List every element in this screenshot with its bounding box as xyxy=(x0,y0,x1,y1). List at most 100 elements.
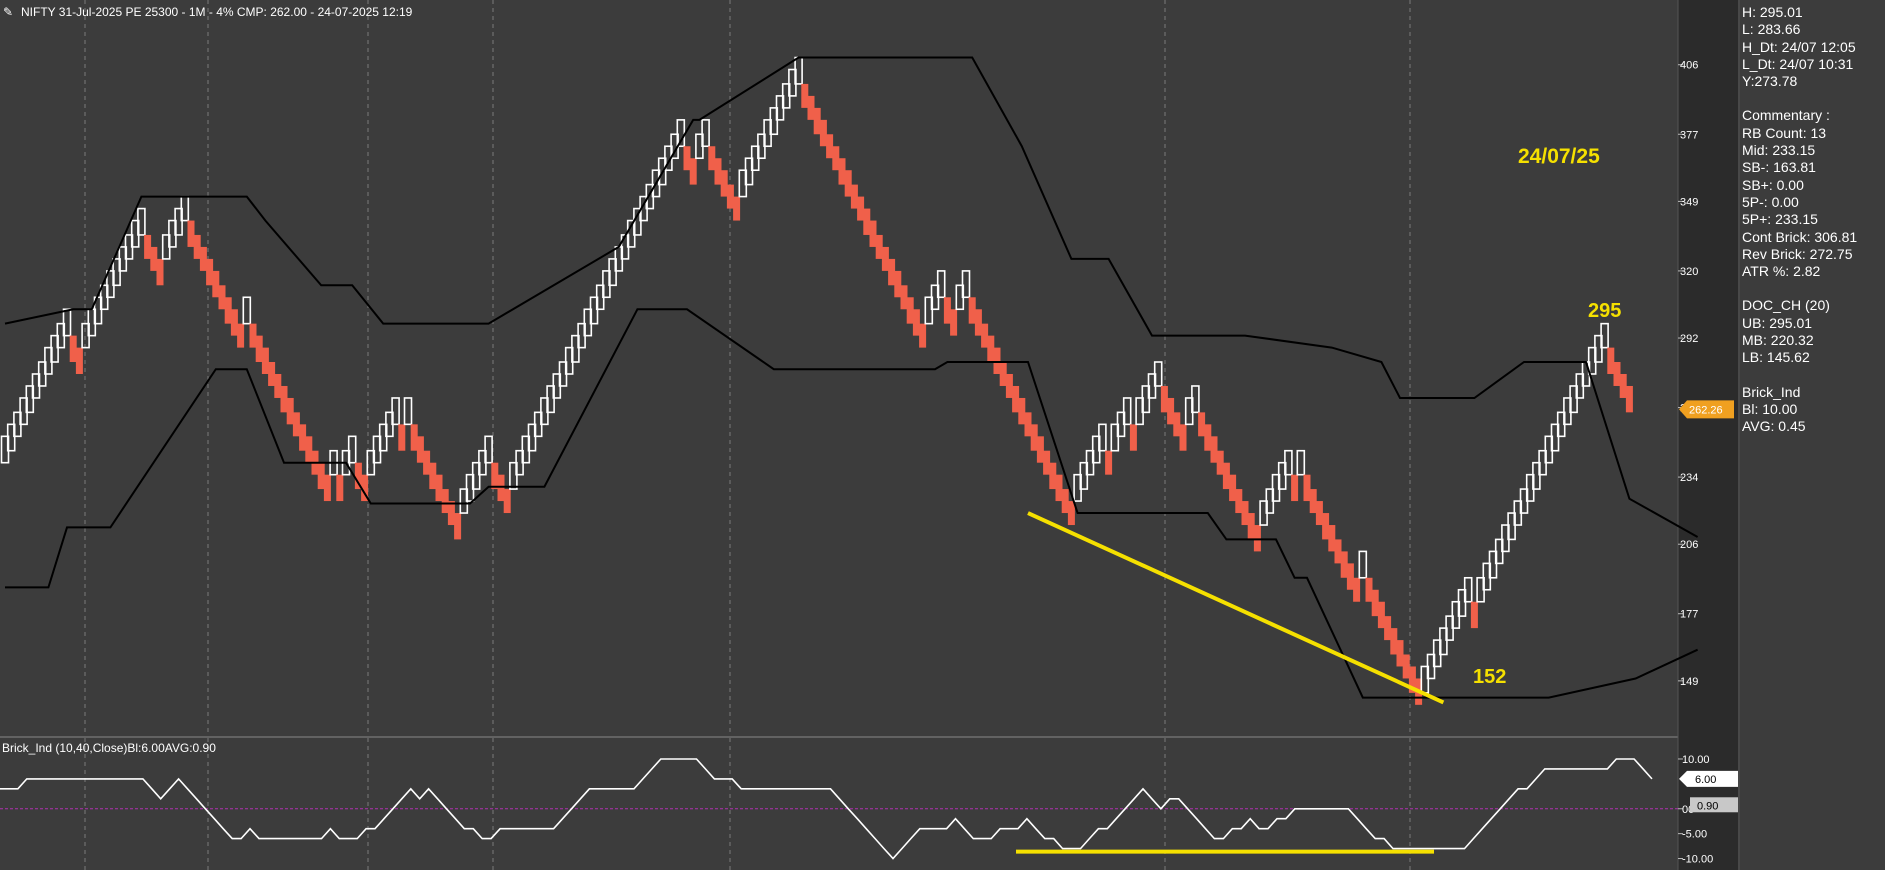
renko-brick-up xyxy=(788,68,797,97)
renko-brick-down xyxy=(193,234,201,259)
renko-brick-down xyxy=(1030,424,1038,451)
annotation-date: 24/07/25 xyxy=(1518,145,1600,168)
renko-brick-down xyxy=(1222,462,1230,490)
indicator-tag-bl-shape xyxy=(1679,770,1738,787)
indicator-tag-avg-shape xyxy=(1690,797,1738,813)
renko-brick-down xyxy=(844,170,852,197)
doc-ch-block: DOC_CH (20) UB: 295.01 MB: 220.32 LB: 14… xyxy=(1742,297,1882,366)
chart-header: ✎ NIFTY 31-Jul-2025 PE 25300 - 1M - 4% C… xyxy=(3,5,413,19)
renko-brick-up xyxy=(1544,435,1554,464)
brick-ind-block: Brick_Ind Bl: 10.00 AVG: 0.45 xyxy=(1742,384,1882,436)
info-low-date: L_Dt: 24/07 10:31 xyxy=(1742,55,1854,72)
renko-brick-down xyxy=(1129,424,1137,451)
indicator-tag-avg: 0.90 xyxy=(1697,800,1718,812)
renko-brick-down xyxy=(503,489,511,514)
renko-brick-up xyxy=(936,270,946,299)
renko-brick-down xyxy=(212,270,220,298)
renko-brick-up xyxy=(1098,423,1107,452)
renko-brick-up xyxy=(1271,473,1281,502)
renko-brick-down xyxy=(206,258,214,286)
renko-brick-down xyxy=(1216,450,1224,475)
renko-brick-down xyxy=(819,119,827,147)
renko-brick-up xyxy=(112,258,121,287)
renko-brick-up xyxy=(174,207,183,236)
renko-brick-down xyxy=(1049,462,1057,490)
renko-brick-down xyxy=(1315,501,1323,526)
renko-brick-up xyxy=(1284,449,1293,476)
renko-brick-down xyxy=(683,146,691,171)
renko-brick-up xyxy=(701,119,710,148)
renko-brick-down xyxy=(237,323,245,348)
renko-brick-down xyxy=(863,208,871,235)
brick-ind-title: Brick_Ind xyxy=(1742,383,1801,400)
renko-brick-up xyxy=(589,296,599,325)
renko-brick-down xyxy=(850,184,858,209)
renko-brick-down xyxy=(429,462,437,490)
renko-brick-down xyxy=(1005,373,1013,398)
indicator-tag-bl: 6.00 xyxy=(1695,774,1716,786)
renko-brick-down xyxy=(1253,525,1261,552)
doc-ch-ub: UB: 295.01 xyxy=(1742,314,1813,331)
renko-brick-down xyxy=(317,462,325,490)
renko-brick-up xyxy=(1569,385,1578,414)
renko-brick-down xyxy=(1371,589,1379,617)
renko-brick-up xyxy=(137,207,146,236)
renko-brick-down xyxy=(292,412,300,437)
upper-channel-line xyxy=(4,56,1699,538)
indicator-value-tags: 6.00 0.90 xyxy=(1679,770,1738,813)
renko-brick-down xyxy=(491,462,499,490)
renko-brick-down xyxy=(1173,412,1181,437)
renko-brick-down xyxy=(832,146,840,171)
info-panel-bg xyxy=(1738,0,1885,870)
renko-brick-down xyxy=(987,335,995,363)
renko-brick-up xyxy=(1191,385,1200,414)
renko-brick-down xyxy=(993,347,1001,374)
renko-brick-down xyxy=(1055,474,1063,502)
info-panel: H: 295.01 L: 283.66 H_Dt: 24/07 12:05 L_… xyxy=(1742,4,1882,436)
renko-brick-down xyxy=(826,134,834,159)
renko-brick-up xyxy=(378,423,388,452)
annotation-low: 152 xyxy=(1473,666,1506,688)
renko-brick-down xyxy=(881,246,889,271)
renko-brick-down xyxy=(1328,525,1336,552)
price-tick-label: 349 xyxy=(1680,196,1698,208)
price-tick-label: 377 xyxy=(1680,129,1698,141)
renko-brick-down xyxy=(1322,513,1330,540)
renko-brick-up xyxy=(1501,524,1510,553)
renko-brick-down xyxy=(1024,412,1032,437)
price-tick-label: 320 xyxy=(1680,266,1698,278)
renko-brick-up xyxy=(608,258,617,287)
renko-brick-down xyxy=(807,95,815,120)
renko-brick-down xyxy=(1241,501,1249,526)
renko-brick-up xyxy=(1439,627,1448,656)
renko-brick-up xyxy=(19,397,28,426)
renko-brick-down xyxy=(1061,489,1069,514)
renko-brick-down xyxy=(919,323,927,348)
renko-brick-down xyxy=(943,297,951,324)
price-axis: 149177206234263292320349377406 xyxy=(1678,60,1698,688)
commentary-mid: Mid: 233.15 xyxy=(1742,142,1816,159)
ohlc-block: H: 295.01 L: 283.66 H_Dt: 24/07 12:05 L_… xyxy=(1742,4,1882,90)
renko-brick-down xyxy=(906,297,914,324)
renko-brick-down xyxy=(1036,436,1044,463)
donchian-channel xyxy=(4,56,1699,699)
renko-brick-down xyxy=(1377,601,1385,629)
price-axis-panel xyxy=(1678,0,1738,870)
renko-brick-down xyxy=(950,309,958,336)
commentary-5p-plus: 5P+: 233.15 xyxy=(1742,211,1818,228)
renko-brick-down xyxy=(1160,385,1168,413)
price-tick-label: 177 xyxy=(1680,609,1698,621)
indicator-tick-label: 10.00 xyxy=(1682,754,1710,766)
indicator-title: Brick_Ind (10,40,Close)Bl:6.00AVG:0.90 xyxy=(2,741,216,755)
renko-brick-down xyxy=(900,285,908,310)
renko-brick-down xyxy=(268,362,276,386)
renko-brick-down xyxy=(416,436,424,463)
current-price-tag-text: 262.26 xyxy=(1689,404,1723,416)
indicator-tick-label: -5.00 xyxy=(1682,829,1707,841)
renko-brick-up xyxy=(242,296,252,325)
renko-brick-up xyxy=(676,119,686,148)
renko-brick-up xyxy=(1122,397,1132,426)
renko-brick-down xyxy=(305,436,313,463)
